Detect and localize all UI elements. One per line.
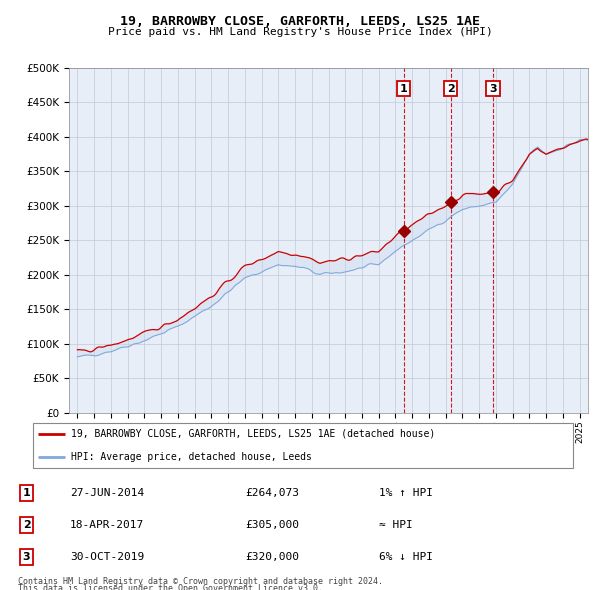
Text: £264,073: £264,073 xyxy=(245,488,299,498)
Text: 2: 2 xyxy=(23,520,31,530)
Text: 27-JUN-2014: 27-JUN-2014 xyxy=(70,488,145,498)
Text: 1% ↑ HPI: 1% ↑ HPI xyxy=(379,488,433,498)
Text: £320,000: £320,000 xyxy=(245,552,299,562)
Text: 1: 1 xyxy=(23,488,31,498)
Text: 1: 1 xyxy=(400,84,407,94)
Text: 2: 2 xyxy=(446,84,454,94)
Text: 3: 3 xyxy=(23,552,31,562)
Text: This data is licensed under the Open Government Licence v3.0.: This data is licensed under the Open Gov… xyxy=(18,584,323,590)
Text: £305,000: £305,000 xyxy=(245,520,299,530)
Text: Price paid vs. HM Land Registry's House Price Index (HPI): Price paid vs. HM Land Registry's House … xyxy=(107,27,493,37)
FancyBboxPatch shape xyxy=(33,423,573,468)
Text: 3: 3 xyxy=(489,84,497,94)
Text: 19, BARROWBY CLOSE, GARFORTH, LEEDS, LS25 1AE (detached house): 19, BARROWBY CLOSE, GARFORTH, LEEDS, LS2… xyxy=(71,429,435,438)
Text: 6% ↓ HPI: 6% ↓ HPI xyxy=(379,552,433,562)
Text: 19, BARROWBY CLOSE, GARFORTH, LEEDS, LS25 1AE: 19, BARROWBY CLOSE, GARFORTH, LEEDS, LS2… xyxy=(120,15,480,28)
Text: HPI: Average price, detached house, Leeds: HPI: Average price, detached house, Leed… xyxy=(71,453,312,462)
Text: ≈ HPI: ≈ HPI xyxy=(379,520,412,530)
Text: 18-APR-2017: 18-APR-2017 xyxy=(70,520,145,530)
Text: 30-OCT-2019: 30-OCT-2019 xyxy=(70,552,145,562)
Text: Contains HM Land Registry data © Crown copyright and database right 2024.: Contains HM Land Registry data © Crown c… xyxy=(18,577,383,586)
